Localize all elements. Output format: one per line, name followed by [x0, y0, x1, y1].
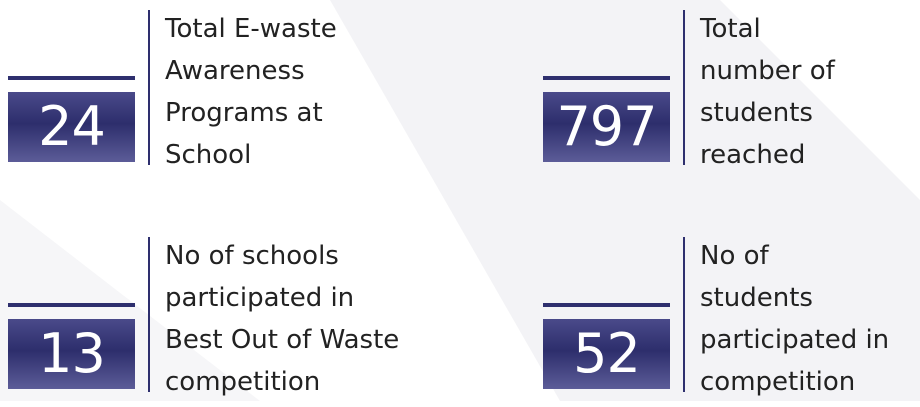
- accent-bar: [8, 76, 135, 80]
- stat-item: 13 No of schools participated in Best Out o…: [8, 237, 399, 407]
- stat-label: Total number of students reached: [700, 8, 835, 176]
- label-line: students: [700, 283, 813, 313]
- stat-number: 52: [543, 319, 670, 389]
- label-line: reached: [700, 140, 806, 170]
- accent-bar: [8, 303, 135, 307]
- accent-bar: [543, 303, 670, 307]
- label-line: participated in: [700, 325, 890, 355]
- label-line: No of: [700, 241, 769, 271]
- stat-number: 13: [8, 319, 135, 389]
- stat-label: No of students participated in competition: [700, 235, 889, 403]
- stat-label: No of schools participated in Best Out of …: [165, 235, 399, 403]
- stat-item: 24 Total E-waste Awareness Programs at Schoo…: [8, 10, 388, 180]
- divider: [683, 237, 685, 392]
- label-line: Total: [700, 14, 761, 44]
- label-line: participated in: [165, 283, 355, 313]
- label-line: students: [700, 98, 813, 128]
- label-line: competition: [700, 367, 856, 397]
- stat-label: Total E-waste Awareness Programs at School: [165, 8, 337, 176]
- label-line: competition: [165, 367, 321, 397]
- stat-item: 797 Total number of students reached: [543, 10, 920, 180]
- divider: [148, 10, 150, 165]
- label-line: Programs at: [165, 98, 323, 128]
- divider: [148, 237, 150, 392]
- label-line: Awareness: [165, 56, 305, 86]
- background-shape: [330, 0, 920, 401]
- label-line: No of schools: [165, 241, 339, 271]
- stat-number: 24: [8, 92, 135, 162]
- label-line: Best Out of Waste: [165, 325, 400, 355]
- stat-number: 797: [543, 92, 670, 162]
- stat-item: 52 No of students participated in competitio…: [543, 237, 920, 407]
- divider: [683, 10, 685, 165]
- accent-bar: [543, 76, 670, 80]
- label-line: number of: [700, 56, 835, 86]
- label-line: School: [165, 140, 252, 170]
- label-line: Total E-waste: [165, 14, 337, 44]
